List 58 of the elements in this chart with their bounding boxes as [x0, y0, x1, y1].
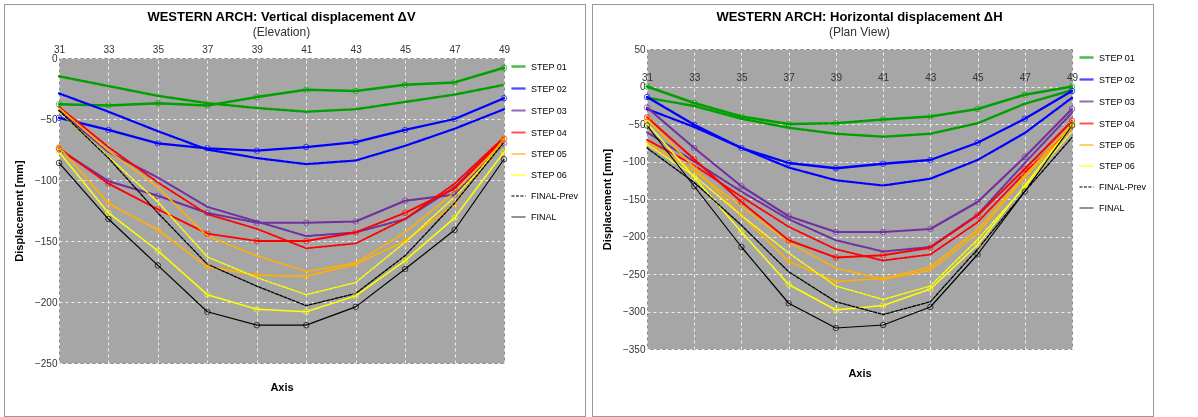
y-tick-label: −100 — [34, 174, 58, 186]
x-tick-label: 41 — [878, 72, 890, 83]
legend-label: FINAL — [1099, 203, 1125, 213]
x-tick-label: 31 — [53, 43, 66, 55]
legend-label: STEP 02 — [1099, 74, 1135, 85]
x-tick-label: 45 — [972, 72, 985, 83]
x-tick-label: 37 — [202, 43, 214, 55]
legend-label: FINAL-Prev — [531, 191, 579, 201]
x-axis-title: Axis — [270, 380, 294, 393]
legend-label: STEP 04 — [1099, 118, 1135, 129]
chart-title: WESTERN ARCH: Horizontal displacement ΔH — [716, 9, 1003, 24]
x-tick-label: 31 — [641, 72, 654, 83]
y-tick-label: −100 — [622, 156, 646, 167]
x-tick-label: 49 — [498, 43, 511, 55]
y-tick-label: 0 — [51, 52, 58, 64]
y-axis-title: Displacement [mm] — [12, 159, 25, 262]
legend-label: STEP 04 — [531, 127, 567, 138]
legend-label: STEP 01 — [531, 61, 567, 72]
legend-label: STEP 02 — [531, 83, 567, 94]
y-tick-label: 50 — [634, 43, 646, 55]
x-tick-label: 33 — [103, 43, 115, 55]
y-axis-title: Displacement [mm] — [600, 148, 613, 251]
legend-label: FINAL-Prev — [1099, 182, 1147, 192]
legend-label: STEP 06 — [1099, 161, 1135, 171]
x-tick-label: 43 — [350, 43, 363, 55]
chart-title: WESTERN ARCH: Vertical displacement ΔV — [147, 9, 416, 24]
legend-label: STEP 03 — [1099, 96, 1135, 107]
y-tick-label: −250 — [34, 357, 58, 369]
y-tick-label: 0 — [639, 81, 646, 92]
x-tick-label: 45 — [400, 43, 412, 55]
x-tick-label: 43 — [925, 72, 937, 83]
x-tick-label: 39 — [251, 43, 264, 55]
y-tick-label: −50 — [40, 113, 58, 125]
x-tick-label: 47 — [1019, 72, 1032, 83]
x-tick-label: 49 — [1066, 72, 1079, 83]
y-tick-label: −350 — [622, 343, 646, 355]
legend-label: FINAL — [531, 212, 557, 222]
legend-label: STEP 05 — [531, 149, 567, 159]
chart-subtitle: (Plan View) — [828, 25, 891, 39]
x-tick-label: 33 — [689, 72, 701, 83]
chart-subtitle: (Elevation) — [252, 25, 311, 39]
y-tick-label: −200 — [622, 231, 646, 242]
y-tick-label: −250 — [622, 268, 646, 280]
y-tick-label: −150 — [34, 235, 58, 247]
legend-label: STEP 03 — [531, 105, 567, 116]
x-tick-label: 35 — [152, 43, 165, 55]
y-tick-label: −150 — [622, 193, 646, 205]
x-tick-label: 39 — [830, 72, 843, 83]
x-tick-label: 37 — [783, 72, 796, 83]
x-tick-label: 41 — [301, 43, 313, 55]
legend-label: STEP 01 — [1099, 52, 1135, 63]
legend-label: STEP 06 — [531, 170, 567, 180]
y-tick-label: −200 — [34, 296, 58, 308]
legend-label: STEP 05 — [1099, 140, 1135, 150]
x-axis-title: Axis — [848, 366, 872, 379]
x-tick-label: 47 — [449, 43, 462, 55]
x-tick-label: 35 — [736, 72, 748, 83]
y-tick-label: −300 — [622, 306, 646, 317]
